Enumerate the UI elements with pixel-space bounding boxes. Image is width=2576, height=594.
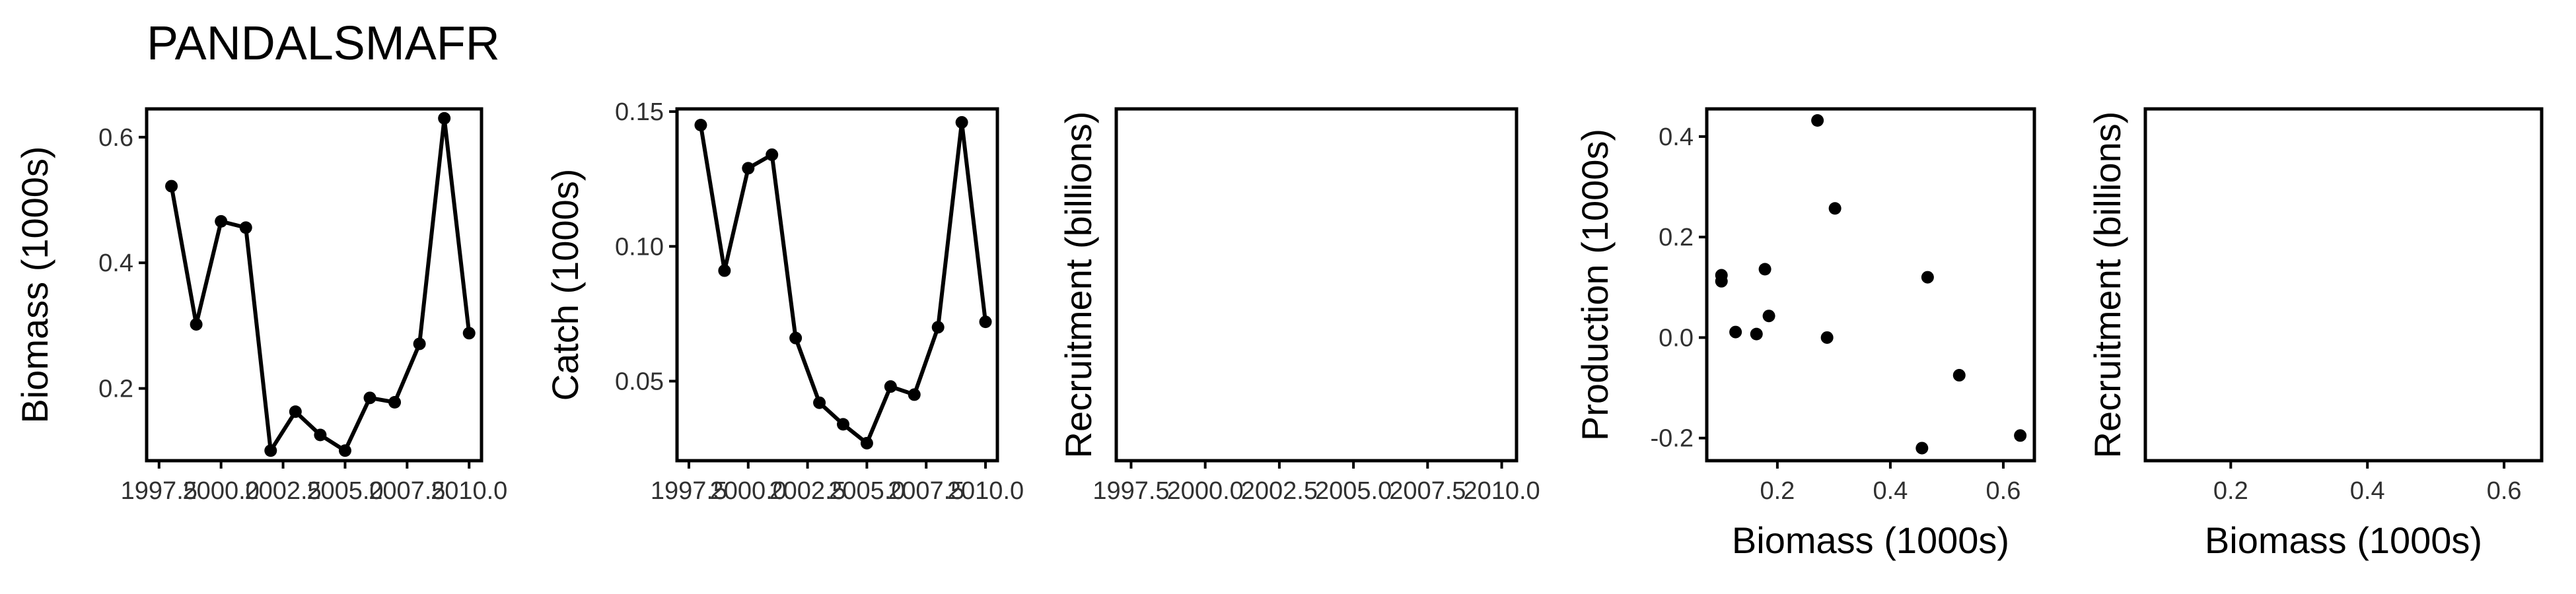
data-point bbox=[413, 337, 426, 350]
data-point bbox=[1820, 331, 1834, 344]
data-point bbox=[955, 116, 968, 129]
data-point bbox=[1828, 202, 1842, 215]
data-point bbox=[215, 214, 228, 228]
x-tick-label: 2010.0 bbox=[431, 477, 507, 505]
y-axis-title: Biomass (1000s) bbox=[14, 146, 55, 423]
x-tick-label: 2005.0 bbox=[1315, 477, 1392, 505]
x-tick-label: 1997.5 bbox=[1092, 477, 1169, 505]
data-point bbox=[694, 119, 707, 132]
y-tick-label: 0.10 bbox=[615, 233, 664, 261]
x-axis-title: Biomass (1000s) bbox=[1732, 519, 2009, 561]
data-point bbox=[314, 428, 327, 442]
data-point bbox=[289, 405, 302, 418]
data-point bbox=[1758, 263, 1771, 276]
y-tick-label: 0.6 bbox=[98, 124, 133, 152]
x-tick-label: 1997.5 bbox=[651, 477, 727, 505]
y-tick-label: 0.4 bbox=[98, 249, 133, 277]
x-tick-label: 0.2 bbox=[1760, 477, 1795, 505]
data-point bbox=[1921, 271, 1934, 284]
plot-frame bbox=[2143, 107, 2544, 463]
data-point bbox=[388, 395, 402, 409]
data-point bbox=[908, 388, 921, 401]
data-point bbox=[931, 321, 945, 334]
data-point bbox=[718, 264, 731, 277]
data-point bbox=[438, 112, 451, 125]
x-tick-label: 2005.0 bbox=[828, 477, 905, 505]
data-point bbox=[1952, 369, 1966, 382]
x-tick-label: 2000.0 bbox=[183, 477, 260, 505]
plot-frame bbox=[145, 107, 483, 463]
data-point bbox=[239, 221, 252, 234]
data-point bbox=[860, 436, 873, 449]
data-point bbox=[165, 180, 178, 193]
series-line bbox=[169, 116, 472, 453]
y-tick-label: 0.15 bbox=[615, 98, 664, 126]
x-tick-label: 2000.0 bbox=[1167, 477, 1244, 505]
data-point bbox=[1762, 310, 1775, 323]
x-tick-label: 2007.5 bbox=[1389, 477, 1466, 505]
x-tick-label: 2002.5 bbox=[1241, 477, 1318, 505]
data-point bbox=[884, 380, 897, 393]
data-point bbox=[1729, 325, 1742, 339]
chart-panel-5: 0.2 0.4 0.6 Recruitment (billions) Biomass (… bbox=[2087, 107, 2544, 561]
y-tick-label: 0.2 bbox=[1659, 224, 1694, 251]
data-point bbox=[1915, 442, 1929, 455]
plot-frame bbox=[1114, 107, 1519, 463]
y-axis-title: Recruitment (billions) bbox=[2087, 112, 2128, 459]
x-tick-label: 2007.5 bbox=[888, 477, 964, 505]
data-point bbox=[1750, 327, 1763, 341]
data-point bbox=[742, 162, 755, 175]
data-point bbox=[813, 396, 826, 409]
x-tick-label: 2002.5 bbox=[769, 477, 845, 505]
x-tick-label: 2010.0 bbox=[1463, 477, 1540, 505]
plot-frame bbox=[675, 107, 999, 463]
plot-frame bbox=[1705, 107, 2036, 463]
x-tick-label: 2002.5 bbox=[244, 477, 321, 505]
y-axis-title: Catch (1000s) bbox=[544, 169, 586, 401]
x-tick-label: 0.2 bbox=[2213, 477, 2248, 505]
y-axis-title: Recruitment (billions) bbox=[1057, 112, 1099, 459]
y-tick-label: 0.4 bbox=[1659, 123, 1694, 151]
data-point bbox=[363, 391, 376, 405]
data-point bbox=[462, 327, 476, 340]
x-tick-label: 2007.5 bbox=[369, 477, 445, 505]
x-tick-label: 2005.0 bbox=[306, 477, 383, 505]
x-tick-label: 0.6 bbox=[2487, 477, 2522, 505]
data-point bbox=[338, 444, 351, 457]
y-tick-label: 0.2 bbox=[98, 376, 133, 403]
x-tick-label: 1997.5 bbox=[121, 477, 197, 505]
chart-panel-4: 0.2 0.4 0.6 -0.2 0.0 0.2 0.4 Production (1000s)… bbox=[1574, 107, 2036, 561]
x-tick-label: 0.4 bbox=[2350, 477, 2385, 505]
y-tick-label: 0.05 bbox=[615, 368, 664, 396]
y-axis-title: Production (1000s) bbox=[1574, 129, 1616, 441]
data-point bbox=[264, 444, 277, 457]
data-point bbox=[190, 317, 203, 331]
y-tick-label: 0.0 bbox=[1659, 324, 1694, 352]
data-point bbox=[766, 148, 779, 161]
y-tick-label: -0.2 bbox=[1651, 425, 1694, 453]
data-point bbox=[789, 331, 803, 345]
data-point bbox=[836, 418, 849, 431]
x-axis-title: Biomass (1000s) bbox=[2205, 519, 2482, 561]
figure-title: PANDALSMAFR bbox=[147, 17, 500, 70]
data-point bbox=[1811, 114, 1824, 127]
data-point bbox=[1715, 275, 1728, 288]
x-tick-label: 2010.0 bbox=[947, 477, 1024, 505]
data-point bbox=[979, 315, 992, 329]
data-point bbox=[2014, 429, 2027, 442]
x-tick-label: 2000.0 bbox=[710, 477, 787, 505]
x-tick-label: 0.4 bbox=[1873, 477, 1908, 505]
x-tick-label: 0.6 bbox=[1986, 477, 2021, 505]
